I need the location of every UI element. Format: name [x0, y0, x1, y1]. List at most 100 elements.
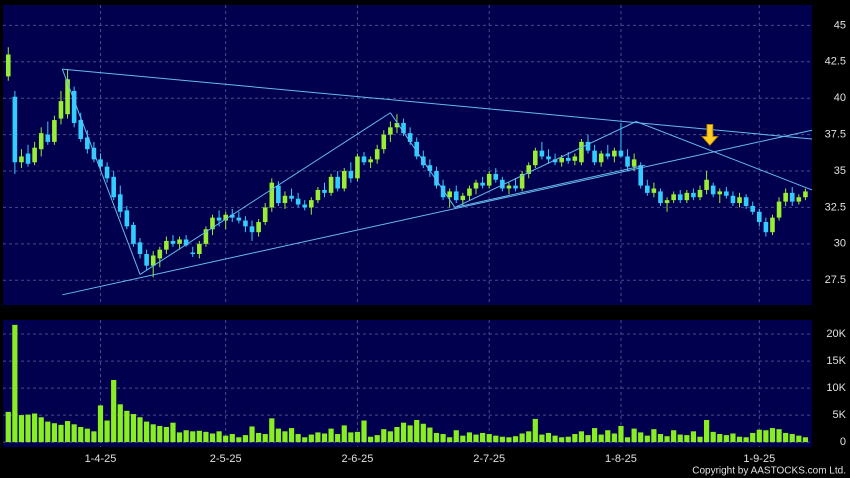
candle-body	[236, 217, 242, 221]
volume-bar	[512, 436, 519, 443]
candle-body	[526, 165, 532, 174]
volume-bar	[677, 434, 683, 443]
x-tick-label: 2-7-25	[473, 453, 505, 465]
trend-line	[62, 68, 813, 140]
volume-bar	[223, 435, 229, 443]
candle-body	[407, 133, 413, 142]
candle-body	[374, 149, 380, 160]
volume-bar	[38, 417, 44, 443]
volume-bar	[124, 410, 130, 443]
candle-body	[533, 150, 538, 166]
candle-body	[592, 150, 597, 163]
candle-body	[394, 122, 400, 128]
volume-bar	[209, 433, 216, 443]
candle-body	[612, 150, 617, 157]
volume-bar	[12, 324, 18, 443]
volume-bar	[789, 434, 795, 443]
volume-tick-label: 0	[840, 436, 846, 448]
volume-tick-label: 10K	[826, 382, 846, 394]
volume-bar	[111, 379, 117, 443]
candle-body	[328, 176, 334, 193]
volume-bar	[196, 430, 202, 443]
volume-bar	[368, 436, 374, 443]
volume-bar	[763, 430, 769, 443]
volume-bar	[769, 428, 776, 443]
trend-line	[389, 112, 456, 208]
volume-bar	[163, 427, 169, 443]
candle-body	[565, 157, 571, 161]
y-tick-label: 42.5	[825, 56, 846, 68]
candle-body	[658, 191, 663, 204]
candle-body	[447, 191, 452, 198]
volume-bar	[532, 418, 538, 443]
candle-body	[671, 194, 676, 201]
candle-body	[730, 195, 736, 204]
volume-bar	[117, 404, 123, 443]
volume-bar	[150, 424, 156, 443]
candle-body	[572, 156, 578, 161]
volume-bar	[25, 414, 31, 443]
volume-bar	[690, 431, 697, 443]
candle-body	[177, 239, 182, 244]
x-tick-label: 1-8-25	[605, 453, 637, 465]
volume-bar	[84, 428, 90, 443]
volume-bar	[440, 434, 446, 443]
y-tick-label: 27.5	[825, 274, 846, 286]
y-tick-label: 40	[834, 92, 846, 104]
candle-body	[598, 153, 604, 163]
candle-body	[45, 134, 51, 142]
candle-body	[170, 240, 176, 244]
candle-body	[684, 192, 690, 201]
candle-body	[117, 194, 123, 212]
candle-body	[453, 191, 459, 201]
volume-bar	[565, 436, 571, 443]
volume-bar	[697, 436, 703, 443]
candle-body	[289, 195, 294, 199]
volume-bar	[130, 414, 137, 443]
volume-bar	[5, 411, 11, 443]
candle-body	[776, 201, 782, 218]
volume-bar	[387, 431, 393, 443]
volume-bar	[203, 431, 209, 443]
candle-body	[381, 134, 387, 150]
volume-bar	[295, 434, 301, 443]
volume-bar	[730, 433, 736, 443]
volume-bar	[176, 432, 183, 443]
x-tick-label: 2-6-25	[342, 453, 374, 465]
candle-body	[486, 173, 492, 186]
volume-bar	[229, 434, 235, 443]
candle-body	[210, 217, 215, 230]
candle-body	[295, 198, 301, 205]
volume-bar	[18, 415, 25, 443]
candle-body	[552, 159, 558, 163]
volume-bar	[480, 432, 486, 443]
candle-body	[315, 189, 321, 201]
volume-bar	[78, 427, 84, 443]
candle-body	[460, 195, 466, 201]
candle-body	[519, 173, 525, 189]
trend-line	[61, 68, 141, 275]
volume-bar	[32, 413, 38, 443]
candle-body	[704, 179, 709, 190]
volume-bar	[269, 418, 275, 443]
candle-body	[262, 207, 268, 222]
volume-bar	[315, 432, 321, 443]
y-tick-label: 45	[834, 19, 846, 31]
candle-body	[269, 182, 275, 208]
volume-bar	[519, 433, 525, 443]
candle-body	[78, 120, 84, 139]
candle-body	[770, 217, 775, 233]
candle-body	[756, 211, 762, 222]
volume-bar	[671, 430, 677, 443]
volume-bar	[104, 420, 110, 443]
volume-bar	[374, 435, 380, 443]
volume-bar	[328, 428, 334, 443]
candle-body	[500, 179, 505, 189]
volume-bar	[638, 432, 644, 443]
volume-bar	[51, 423, 57, 443]
candle-body	[743, 197, 749, 206]
volume-bar	[572, 434, 578, 443]
volume-bar	[605, 430, 611, 443]
volume-bar	[64, 421, 71, 443]
candle-body	[803, 191, 808, 198]
